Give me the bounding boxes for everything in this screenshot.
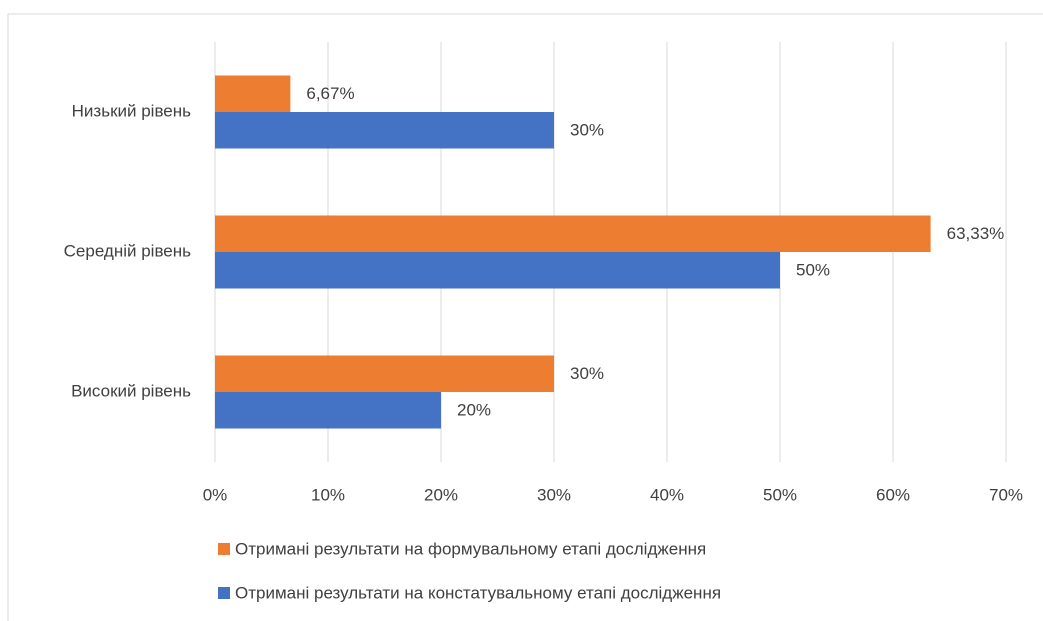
- x-tick-label: 40%: [650, 485, 684, 504]
- bar: [215, 252, 780, 289]
- data-label: 6,67%: [306, 84, 354, 103]
- x-tick-label: 0%: [203, 485, 228, 504]
- x-tick-label: 30%: [537, 485, 571, 504]
- legend-label: Отримані результати на формувальному ета…: [235, 539, 706, 558]
- bar: [215, 392, 441, 429]
- x-tick-label: 10%: [311, 485, 345, 504]
- legend-label: Отримані результати на констатувальному …: [235, 583, 721, 602]
- data-label: 20%: [457, 401, 491, 420]
- data-label: 30%: [570, 364, 604, 383]
- data-label: 63,33%: [947, 224, 1005, 243]
- bar: [215, 75, 291, 112]
- y-tick-label: Низький рівень: [72, 101, 191, 120]
- bar: [215, 355, 554, 392]
- legend-swatch: [218, 543, 230, 555]
- x-tick-label: 20%: [424, 485, 458, 504]
- legend-swatch: [218, 587, 230, 599]
- y-tick-label: Середній рівень: [64, 241, 191, 260]
- x-tick-label: 70%: [989, 485, 1023, 504]
- x-tick-label: 50%: [763, 485, 797, 504]
- x-tick-label: 60%: [876, 485, 910, 504]
- bar: [215, 112, 554, 149]
- bar: [215, 215, 931, 252]
- data-label: 30%: [570, 121, 604, 140]
- data-label: 50%: [796, 261, 830, 280]
- y-tick-label: Високий рівень: [71, 381, 191, 400]
